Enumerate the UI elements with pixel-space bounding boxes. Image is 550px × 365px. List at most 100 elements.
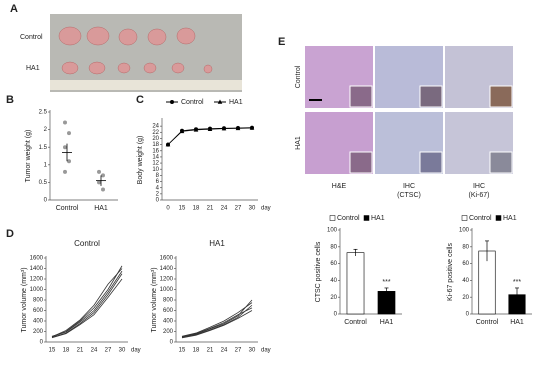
tumor-photo: Control HA1 xyxy=(20,14,242,92)
y-tick-label: 80 xyxy=(462,244,469,250)
y-axis-label: Tumor volume (mm³) xyxy=(151,267,158,332)
y-tick-label: 0 xyxy=(334,312,338,318)
y-tick-label: 24 xyxy=(152,124,159,130)
series-line xyxy=(51,273,123,338)
y-tick-label: 0 xyxy=(40,340,44,346)
y-tick-label: 200 xyxy=(33,329,44,335)
y-tick-label: 2 xyxy=(156,191,160,197)
data-point xyxy=(67,131,71,136)
x-tick-label: 30 xyxy=(249,348,256,354)
y-tick-label: 800 xyxy=(163,298,174,304)
significance: *** xyxy=(513,279,521,286)
y-tick-label: 80 xyxy=(330,244,337,250)
y-tick-label: 1600 xyxy=(160,256,174,262)
marker xyxy=(221,126,227,131)
y-tick-label: 40 xyxy=(330,278,337,284)
column-label: H&E xyxy=(332,183,347,190)
y-tick-label: 20 xyxy=(152,136,159,142)
column-label: IHC xyxy=(473,183,485,190)
y-tick-label: 1600 xyxy=(30,256,44,262)
y-tick-label: 100 xyxy=(459,228,470,234)
y-tick-label: 600 xyxy=(33,308,44,314)
y-tick-label: 4 xyxy=(156,185,160,191)
y-tick-label: 40 xyxy=(462,278,469,284)
x-tick-label: 21 xyxy=(207,206,214,212)
x-tick-label: 24 xyxy=(91,348,98,354)
data-point xyxy=(67,159,71,164)
x-tick-label: HA1 xyxy=(510,319,524,326)
x-tick-label: Control xyxy=(344,319,367,326)
y-tick-label: 0 xyxy=(44,198,48,204)
x-tick-label: 24 xyxy=(221,348,228,354)
series-line xyxy=(51,265,123,338)
x-tick-label: 15 xyxy=(49,348,56,354)
y-tick-label: 6 xyxy=(156,179,160,185)
insets xyxy=(349,85,513,174)
data-point xyxy=(63,169,67,174)
y-axis-label: Body weight (g) xyxy=(137,136,144,185)
x-tick-label: 21 xyxy=(207,348,214,354)
series-line xyxy=(51,268,123,338)
series-line xyxy=(181,307,253,338)
data-point xyxy=(63,120,67,125)
x-tick-label: 24 xyxy=(221,206,228,212)
legend-marker xyxy=(170,100,174,104)
y-tick-label: 800 xyxy=(33,298,44,304)
series-line xyxy=(51,270,123,337)
y-tick-label: 8 xyxy=(156,173,160,179)
series-line xyxy=(181,310,253,339)
y-tick-label: 2 xyxy=(44,127,48,133)
ruler xyxy=(50,80,242,90)
x-tick-label: 30 xyxy=(119,348,126,354)
micrographs: Control HA1 H&E IHC (CTSC) IHC (Ki-67) xyxy=(295,46,513,199)
x-tick-label: 21 xyxy=(77,348,84,354)
data-point xyxy=(101,187,105,192)
x-tick-label: 30 xyxy=(249,206,256,212)
chart-title: HA1 xyxy=(209,239,225,248)
y-tick-label: 18 xyxy=(152,142,159,148)
column-label: (CTSC) xyxy=(397,192,421,199)
photo-background xyxy=(50,14,242,92)
x-axis-label: day xyxy=(261,206,271,212)
row-label: HA1 xyxy=(295,136,302,150)
x-tick-label: 18 xyxy=(193,348,200,354)
series-line xyxy=(51,278,123,339)
y-tick-label: 1000 xyxy=(160,287,174,293)
series-line xyxy=(181,302,253,337)
data-point xyxy=(101,173,105,178)
panel-label: D xyxy=(6,228,14,240)
y-tick-label: 22 xyxy=(152,130,159,136)
y-tick-label: 14 xyxy=(152,155,159,161)
legend-label: Control xyxy=(181,99,204,106)
legend-label: HA1 xyxy=(503,215,517,222)
panel-labels: A B C D E xyxy=(6,3,285,240)
y-tick-label: 200 xyxy=(163,329,174,335)
row-label: Control xyxy=(295,65,302,88)
significance: *** xyxy=(382,279,390,286)
marker xyxy=(193,127,199,132)
x-tick-label: 0 xyxy=(166,206,170,212)
y-axis-label: Tumor weight (g) xyxy=(25,130,32,183)
bar xyxy=(377,291,396,315)
marker xyxy=(179,128,185,134)
y-tick-label: 1200 xyxy=(30,277,44,283)
x-tick-label: 15 xyxy=(179,206,186,212)
x-axis-label: day xyxy=(131,348,141,354)
y-axis-label: Tumor volume (mm³) xyxy=(21,267,28,332)
legend-swatch xyxy=(363,215,370,221)
x-tick-label: 27 xyxy=(235,348,242,354)
y-tick-label: 400 xyxy=(33,319,44,325)
row-label: HA1 xyxy=(26,65,40,72)
y-tick-label: 12 xyxy=(152,161,159,167)
y-tick-label: 60 xyxy=(462,261,469,267)
x-tick-label: Control xyxy=(56,205,79,212)
legend-label: Control xyxy=(337,215,360,222)
series-line xyxy=(181,304,253,338)
y-tick-label: 1000 xyxy=(30,287,44,293)
x-tick-label: 27 xyxy=(235,206,242,212)
y-tick-label: 10 xyxy=(152,167,159,173)
y-tick-label: 1400 xyxy=(30,266,44,272)
y-tick-label: 1.5 xyxy=(39,145,48,151)
marker xyxy=(165,142,171,147)
